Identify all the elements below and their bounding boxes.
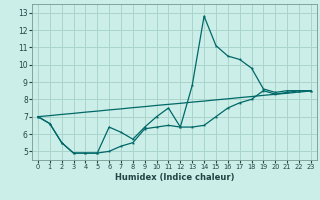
X-axis label: Humidex (Indice chaleur): Humidex (Indice chaleur) <box>115 173 234 182</box>
